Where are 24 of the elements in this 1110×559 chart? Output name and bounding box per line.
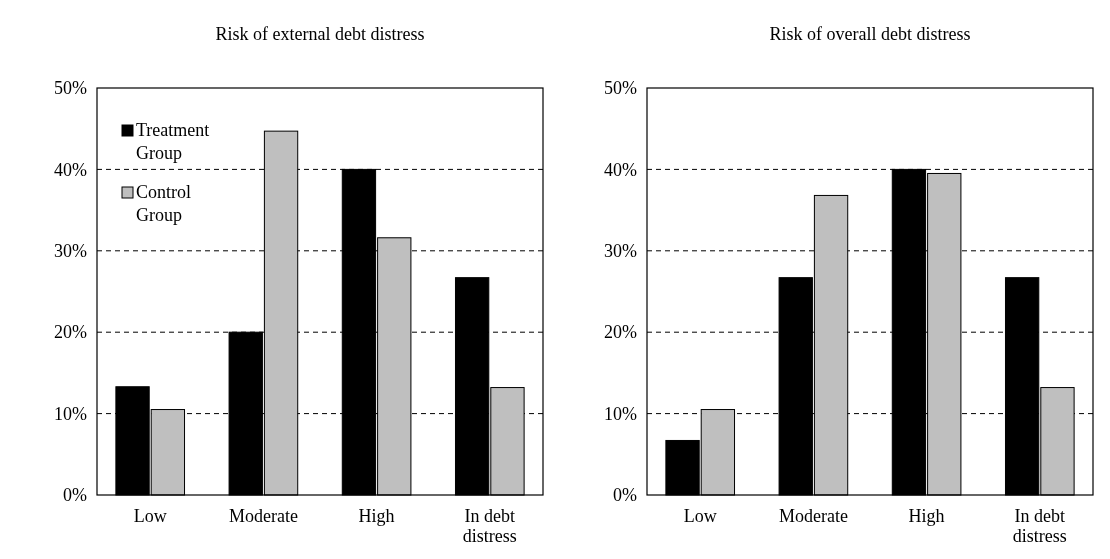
y-tick-label: 40% [54, 159, 87, 180]
y-tick-label: 0% [63, 485, 87, 506]
y-tick-label: 20% [54, 322, 87, 343]
x-tick-label: Low [683, 505, 717, 526]
legend-label: Treatment Group [136, 120, 210, 164]
y-tick-label: 30% [604, 241, 637, 262]
x-tick-label: High [908, 505, 945, 526]
chart-title: Risk of overall debt distress [769, 24, 971, 44]
x-tick-label: In debt distress [462, 505, 517, 546]
x-tick-label: Low [133, 505, 167, 526]
y-tick-label: 30% [54, 241, 87, 262]
y-tick-label: 0% [613, 485, 637, 506]
y-tick-label: 40% [604, 159, 637, 180]
legend-label: Control Group [136, 182, 192, 226]
x-tick-label: Moderate [228, 505, 298, 526]
x-tick-label: High [358, 505, 395, 526]
y-tick-label: 50% [54, 78, 87, 99]
chart-title: Risk of external debt distress [215, 24, 425, 44]
x-tick-label: Moderate [778, 505, 848, 526]
y-tick-label: 20% [604, 322, 637, 343]
y-tick-label: 10% [54, 403, 87, 424]
y-tick-label: 50% [604, 78, 637, 99]
y-tick-label: 10% [604, 403, 637, 424]
x-tick-label: In debt distress [1012, 505, 1067, 546]
